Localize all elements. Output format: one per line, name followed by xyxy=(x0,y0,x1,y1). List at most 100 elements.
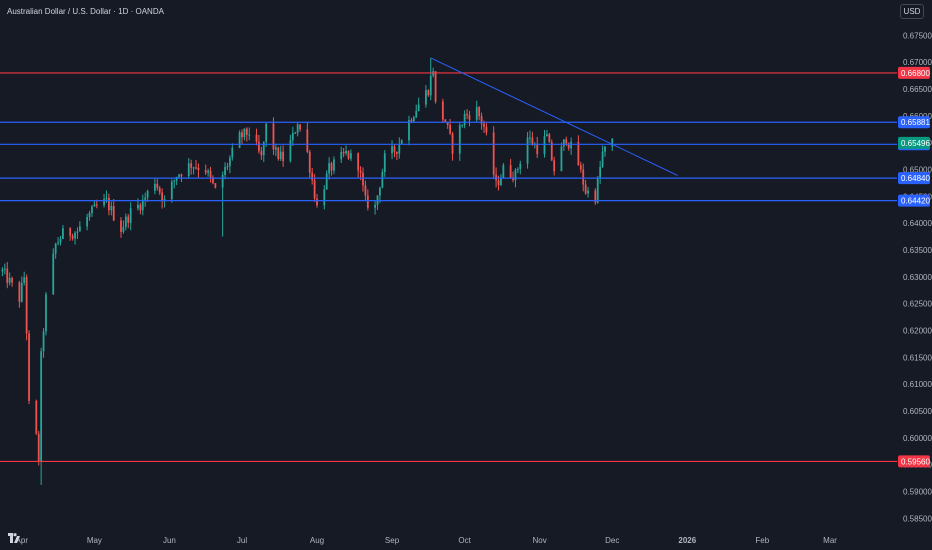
candle-body xyxy=(129,208,132,223)
y-tick-label: 0.62500 xyxy=(903,300,932,309)
candle-body xyxy=(178,174,180,177)
candle-body xyxy=(567,143,570,149)
candle-body xyxy=(410,120,413,122)
candle-body xyxy=(108,197,110,211)
candle-body xyxy=(478,107,481,117)
candle-body xyxy=(20,282,23,302)
y-tick-label: 0.58500 xyxy=(903,514,932,523)
price-tag-bg xyxy=(898,66,930,79)
candle-body xyxy=(579,165,582,170)
y-tick-label: 0.60500 xyxy=(903,407,932,416)
candle-body xyxy=(137,204,139,209)
candle-body xyxy=(427,90,430,96)
candle-body xyxy=(311,172,314,181)
candle-body xyxy=(45,294,47,332)
candle-body xyxy=(74,232,76,239)
y-tick-label: 0.61500 xyxy=(903,353,932,362)
candle-body xyxy=(587,190,589,194)
candle-body xyxy=(381,172,384,188)
candle-body xyxy=(255,134,258,142)
candle-body xyxy=(526,137,529,164)
candle-body xyxy=(91,206,93,214)
price-tag-label: 0.64420 xyxy=(901,197,930,206)
current-price-tag-bg xyxy=(898,136,930,149)
candle-body xyxy=(37,433,40,462)
candle-body xyxy=(492,132,495,175)
y-tick-label: 0.67000 xyxy=(903,58,932,67)
candle-body xyxy=(18,282,21,302)
candle-body xyxy=(120,220,122,232)
candle-body xyxy=(553,160,556,172)
x-tick-label: Oct xyxy=(458,536,471,545)
y-tick-label: 0.63000 xyxy=(903,273,932,282)
price-tag-bg xyxy=(898,172,930,185)
candle-body xyxy=(359,170,362,173)
price-tag-label: 0.64840 xyxy=(901,174,930,183)
candle-body xyxy=(333,159,335,171)
price-tag-bg xyxy=(898,194,930,207)
price-tags: 0.668000.658810.654700.648400.644200.595… xyxy=(898,66,930,468)
candle-body xyxy=(173,180,176,182)
candle-body xyxy=(323,189,326,206)
x-tick-label: Aug xyxy=(310,536,324,545)
candle-body xyxy=(69,228,72,236)
candle-body xyxy=(124,216,127,227)
candle-body xyxy=(425,90,427,105)
candle-body xyxy=(485,126,488,133)
candle-body xyxy=(446,122,449,126)
candle-body xyxy=(277,147,280,160)
candle-body xyxy=(180,174,183,177)
candle-body xyxy=(170,181,173,200)
current-price-label: 0.65496 xyxy=(901,139,930,148)
candle-body xyxy=(192,167,195,169)
candlestick-series xyxy=(1,57,614,486)
currency-button[interactable]: USD xyxy=(900,4,924,19)
candle-body xyxy=(59,239,62,243)
y-tick-label: 0.65000 xyxy=(903,166,932,175)
candle-body xyxy=(512,177,514,181)
candle-body xyxy=(611,138,614,147)
candle-body xyxy=(71,235,74,239)
x-tick-label: Nov xyxy=(533,536,547,545)
candle-body xyxy=(241,132,243,138)
x-tick-label: May xyxy=(87,536,102,545)
candle-body xyxy=(449,125,452,134)
chart-title: Australian Dollar / U.S. Dollar · 1D · O… xyxy=(7,7,164,16)
candle-body xyxy=(514,169,517,181)
candle-body xyxy=(391,146,393,154)
candle-body xyxy=(265,123,268,142)
candle-body xyxy=(560,146,563,172)
candle-body xyxy=(40,351,43,462)
candle-body xyxy=(461,124,464,126)
candle-body xyxy=(23,277,26,283)
candle-body xyxy=(393,146,396,152)
candle-body xyxy=(245,128,248,135)
x-tick-label: Jul xyxy=(237,536,247,545)
candle-body xyxy=(214,183,217,188)
candle-body xyxy=(519,163,522,169)
x-tick-label: Mar xyxy=(823,536,837,545)
candle-body xyxy=(383,153,386,173)
candle-body xyxy=(562,139,565,147)
candle-body xyxy=(594,190,597,203)
candle-body xyxy=(231,147,234,158)
trendline[interactable] xyxy=(430,57,678,176)
candle-body xyxy=(187,163,190,177)
candle-body xyxy=(330,163,333,171)
candle-body xyxy=(495,174,497,181)
candle-body xyxy=(357,153,360,171)
candle-body xyxy=(362,172,364,186)
candle-body xyxy=(415,110,418,118)
candle-body xyxy=(279,151,282,160)
y-tick-label: 0.63500 xyxy=(903,246,932,255)
candle-body xyxy=(374,204,376,208)
candle-body xyxy=(451,133,454,154)
y-tick-label: 0.61000 xyxy=(903,380,932,389)
tradingview-logo-icon xyxy=(8,533,20,543)
candle-body xyxy=(548,134,551,143)
y-tick-label: 0.66500 xyxy=(903,85,932,94)
candle-body xyxy=(497,180,500,186)
candle-body xyxy=(463,113,466,125)
candle-body xyxy=(190,163,193,168)
